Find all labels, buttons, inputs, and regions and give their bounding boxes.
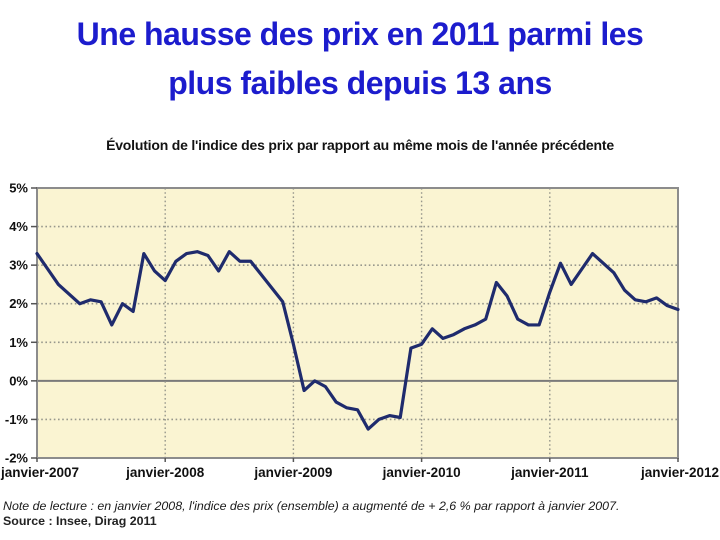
- x-axis-tick-label: janvier-2011: [510, 465, 589, 480]
- y-axis-tick-label: 4%: [9, 219, 28, 234]
- plot-background: [37, 188, 678, 458]
- x-axis-tick-label: janvier-2007: [0, 465, 79, 480]
- y-axis-tick-label: 2%: [9, 296, 28, 311]
- price-index-chart: 5% 4% 3% 2% 1% 0% -1% -2% janvier-2007 janvier-20…: [0, 130, 720, 498]
- page-title-line-2: plus faibles depuis 13 ans: [168, 65, 552, 101]
- x-axis-tick-label: janvier-2009: [253, 465, 332, 480]
- y-axis-tick-label: 5%: [9, 181, 28, 196]
- y-axis-tick-label: 0%: [9, 373, 28, 388]
- x-axis-tick-label: janvier-2008: [125, 465, 205, 480]
- page-title-line-1: Une hausse des prix en 2011 parmi les: [76, 16, 644, 52]
- plot-border: [36, 187, 679, 459]
- page-title: Une hausse des prix en 2011 parmi les pl…: [0, 10, 720, 108]
- y-axis-tick-label: -2%: [5, 451, 29, 466]
- x-axis-tick-label: janvier-2010: [382, 465, 461, 480]
- y-axis-tick-label: 1%: [9, 335, 28, 350]
- y-axis-tick-label: -1%: [5, 412, 29, 427]
- chart-reading-note: Note de lecture : en janvier 2008, l'ind…: [3, 499, 620, 513]
- price-index-line-chart: 5% 4% 3% 2% 1% 0% -1% -2%janvier-2007 janvier-20…: [0, 181, 719, 481]
- chart-subtitle: Évolution de l'indice des prix par rappo…: [106, 137, 614, 153]
- price-index-series-line: [35, 250, 680, 431]
- y-axis-tick-label: 3%: [9, 258, 28, 273]
- chart-source: Source : Insee, Dirag 2011: [3, 514, 157, 528]
- x-axis-tick-label: janvier-2012: [640, 465, 719, 480]
